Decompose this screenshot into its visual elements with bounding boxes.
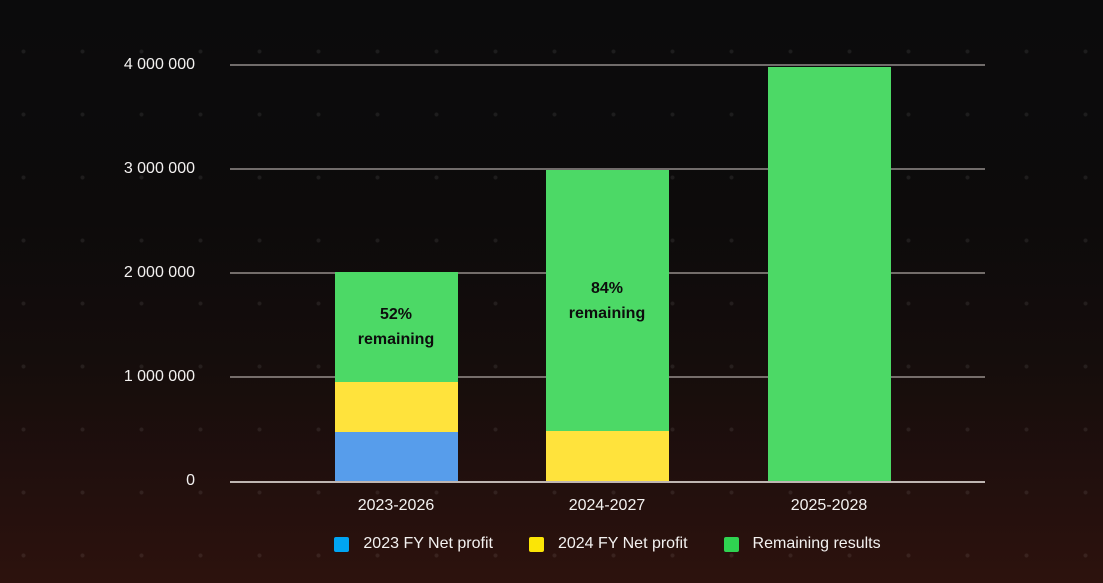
chart-legend: 2023 FY Net profit 2024 FY Net profit Rema… <box>230 535 985 553</box>
y-tick-label: 3 000 000 <box>123 160 195 177</box>
x-tick-label: 2023-2026 <box>357 497 435 514</box>
x-tick-label: 2024-2027 <box>568 497 646 514</box>
bar-segment-remaining-results: 84% remaining <box>545 170 669 432</box>
legend-swatch-icon <box>528 536 544 552</box>
x-tick-label: 2025-2028 <box>790 497 868 514</box>
y-tick-label: 0 <box>186 472 195 489</box>
legend-item-2023-fy-net-profit: 2023 FY Net profit <box>334 535 493 553</box>
y-tick-label: 4 000 000 <box>123 56 195 73</box>
bar-2025-2028 <box>767 65 891 481</box>
legend-label: Remaining results <box>752 535 881 552</box>
legend-item-remaining-results: Remaining results <box>723 535 881 553</box>
bar-remaining-label: 52% remaining <box>335 272 458 382</box>
legend-item-2024-fy-net-profit: 2024 FY Net profit <box>528 535 688 553</box>
bar-2023-2026: 52% remaining <box>334 65 458 481</box>
bar-segment-2024-fy-net-profit <box>334 382 458 433</box>
y-tick-label: 2 000 000 <box>123 264 195 281</box>
bar-remaining-label-line: remaining <box>568 304 646 322</box>
legend-swatch-icon <box>723 536 739 552</box>
y-tick-label: 1 000 000 <box>123 368 195 385</box>
bar-remaining-label-line: remaining <box>357 331 435 349</box>
plot-area: 52% remaining 84% remaining <box>230 64 985 483</box>
gridline <box>230 168 985 170</box>
bar-remaining-label: 84% remaining <box>546 170 669 431</box>
bar-segment-2023-fy-net-profit <box>334 432 458 481</box>
bar-segment-2024-fy-net-profit <box>545 431 669 481</box>
bar-segment-remaining-results <box>767 67 891 481</box>
gridline <box>230 64 985 66</box>
legend-label: 2023 FY Net profit <box>363 535 493 552</box>
legend-swatch-icon <box>334 536 350 552</box>
legend-label: 2024 FY Net profit <box>557 535 688 552</box>
axis-baseline <box>230 481 985 483</box>
bar-2024-2027: 84% remaining <box>545 65 669 481</box>
bar-remaining-label-line: 84% <box>590 279 624 297</box>
bar-remaining-label-line: 52% <box>379 306 413 324</box>
bar-segment-remaining-results: 52% remaining <box>334 271 458 383</box>
